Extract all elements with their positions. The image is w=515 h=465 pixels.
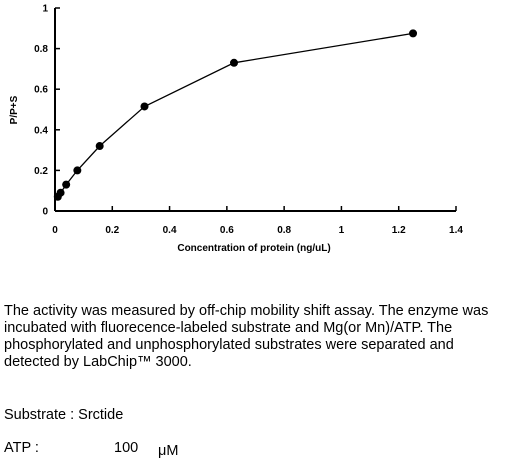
y-tick-label: 1 [42,4,48,15]
x-tick-label: 0.6 [220,225,234,236]
y-tick-label: 0.8 [34,44,48,55]
x-tick-label: 0 [52,225,58,236]
y-tick-label: 0.2 [34,166,48,177]
data-point [73,166,82,175]
y-tick-label: 0 [42,207,48,218]
data-point [230,58,239,67]
substrate-line: Substrate : Srctide [4,407,124,423]
x-tick-label: 1.4 [449,225,463,236]
atp-unit: μM [158,443,179,459]
data-point [409,29,418,38]
y-tick-label: 0.4 [34,125,48,136]
atp-label: ATP : [4,440,39,456]
x-tick-label: 0.2 [105,225,119,236]
x-axis-ticks: 0 0.2 0.4 0.6 0.8 1 1.2 1.4 [52,206,463,236]
x-tick-label: 0.8 [277,225,291,236]
data-point [62,180,71,189]
series-line [53,29,418,201]
x-tick-label: 1 [339,225,345,236]
x-axis-label: Concentration of protein (ng/uL) [177,243,330,254]
atp-value: 100 [114,440,139,456]
data-point [56,188,65,197]
y-tick-label: 0.6 [34,85,48,96]
chart: 0 0.2 0.4 0.6 0.8 1 0 0.2 0.4 0.6 0.8 1 1.2 1.4 Conc… [9,4,463,255]
data-point [140,102,149,111]
y-axis-label: P/P+S [9,95,20,124]
assay-description: The activity was measured by off-chip mo… [4,303,489,370]
y-axis-ticks: 0 0.2 0.4 0.6 0.8 1 [34,4,60,218]
x-tick-label: 0.4 [163,225,177,236]
data-point [95,142,104,151]
x-tick-label: 1.2 [392,225,406,236]
axes [54,8,456,212]
series-line-path [57,32,414,198]
